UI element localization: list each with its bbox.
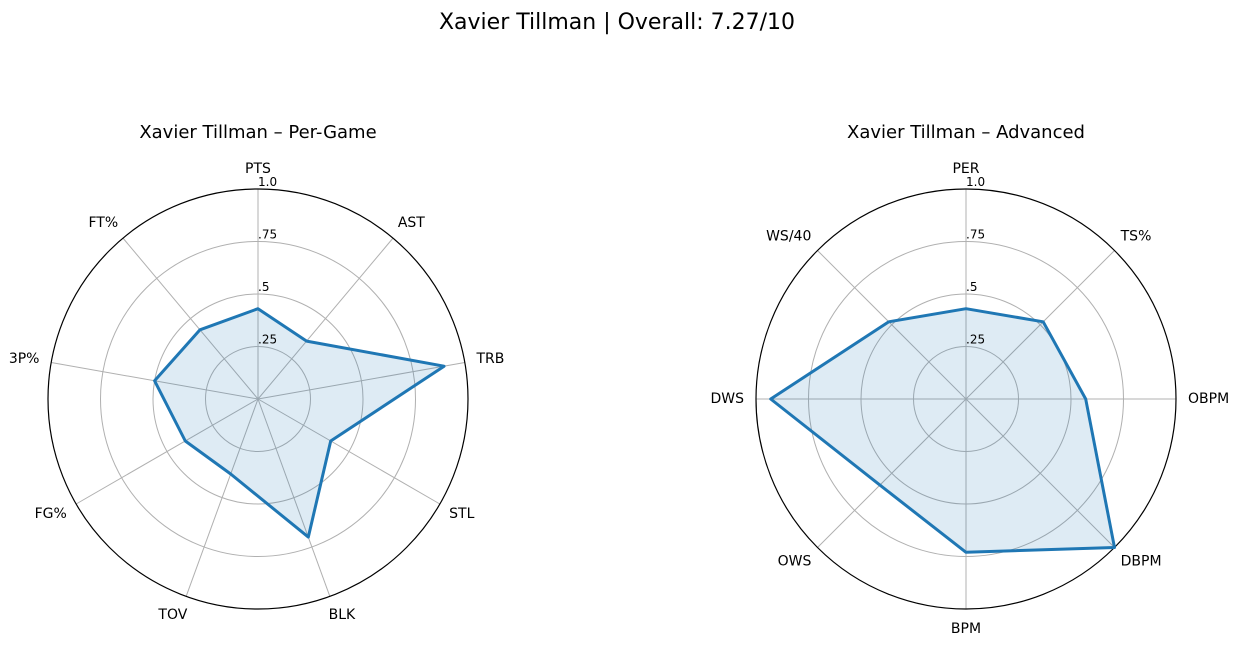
spoke-tov [185, 398, 259, 597]
axis-label-per: PER [952, 161, 979, 177]
radial-tick-label: .25 [966, 333, 985, 347]
axis-label-blk: BLK [329, 607, 356, 623]
figure-title: Xavier Tillman | Overall: 7.27/10 [439, 10, 795, 35]
radial-tick-label: 1.0 [966, 175, 985, 189]
series-area [154, 308, 445, 538]
axis-label-3p-pct: 3P% [9, 351, 40, 367]
axis-label-ast: AST [398, 215, 425, 231]
series-line [153, 307, 446, 539]
radial-tick-label: .75 [966, 228, 985, 242]
series-area [770, 308, 1115, 553]
radial-tick-label: .75 [258, 228, 277, 242]
polar-frame [47, 188, 469, 610]
spoke-ast [257, 237, 394, 400]
axis-label-obpm: OBPM [1188, 391, 1229, 407]
axis-label-stl: STL [449, 506, 474, 522]
axis-label-tov: TOV [157, 607, 187, 623]
axis-label-ts-pct: TS% [1120, 228, 1152, 244]
spoke-blk [257, 398, 331, 597]
chart-title-advanced: Xavier Tillman – Advanced [847, 122, 1085, 143]
axis-label-ws-40: WS/40 [766, 228, 811, 244]
radar-chart-per-game: Xavier Tillman – Per-Game .25 .5 .75 1.0PTS… [9, 122, 505, 623]
axis-label-trb: TRB [476, 351, 505, 367]
chart-title-per-game: Xavier Tillman – Per-Game [139, 122, 376, 143]
radial-tick-label: .5 [966, 280, 977, 294]
spoke-stl [257, 398, 441, 505]
polar-frame [755, 188, 1177, 610]
radial-tick-label: .25 [258, 333, 277, 347]
series-line [769, 307, 1116, 554]
spoke-trb [257, 362, 465, 400]
axis-label-pts: PTS [245, 161, 271, 177]
axis-label-dbpm: DBPM [1121, 554, 1162, 570]
spoke-ows [817, 398, 967, 548]
spoke-ts-pct [965, 250, 1115, 400]
axis-label-fg-pct: FG% [35, 506, 67, 522]
radial-tick-label: .5 [258, 280, 269, 294]
axis-label-bpm: BPM [951, 621, 981, 637]
spoke-dbpm [965, 398, 1115, 548]
spoke-ft-pct [122, 237, 259, 400]
axis-label-ft-pct: FT% [88, 215, 118, 231]
radar-chart-advanced: Xavier Tillman – Advanced .25 .5 .75 1.0PER… [710, 122, 1229, 637]
axis-label-dws: DWS [710, 391, 744, 407]
spoke-ws-40 [817, 250, 967, 400]
radial-tick-label: 1.0 [258, 175, 277, 189]
axis-label-ows: OWS [778, 554, 812, 570]
spoke-fg-pct [75, 398, 259, 505]
